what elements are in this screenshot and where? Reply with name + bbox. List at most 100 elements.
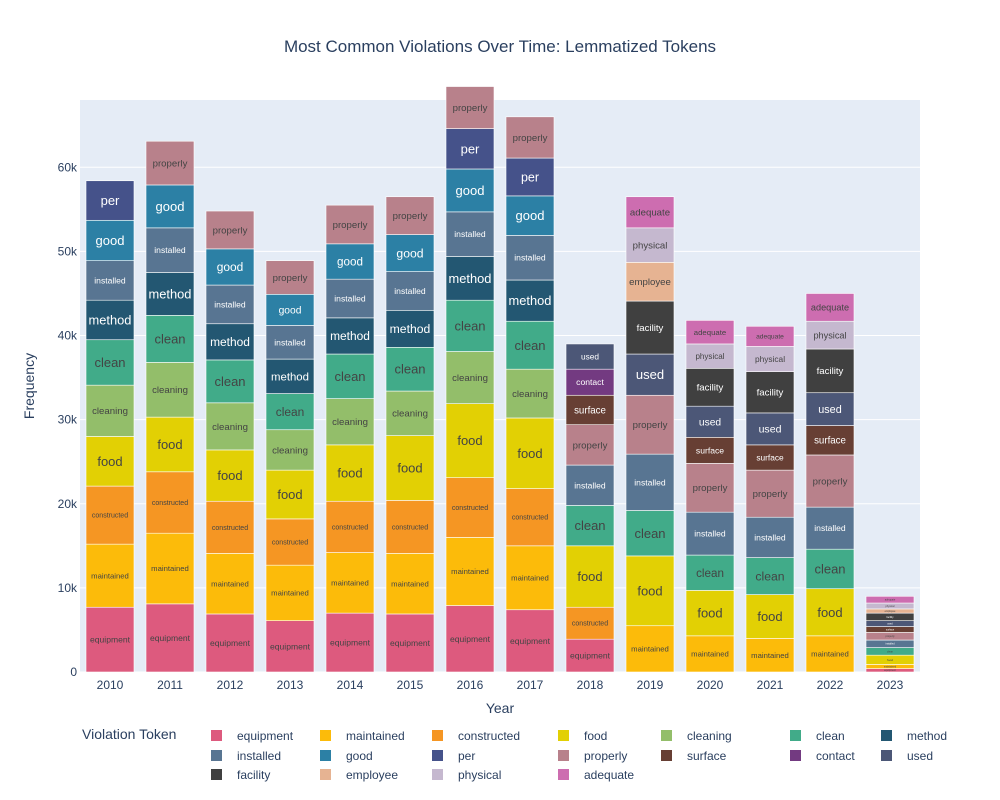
- bar-segment-maintained[interactable]: [505, 545, 555, 611]
- bar-segment-used[interactable]: [625, 353, 675, 396]
- bar-segment-method[interactable]: [505, 279, 555, 322]
- legend-item-facility[interactable]: facility: [211, 768, 270, 782]
- bar-segment-good[interactable]: [205, 248, 255, 286]
- bar-segment-maintained[interactable]: [385, 553, 435, 615]
- bar-segment-facility[interactable]: [805, 348, 855, 394]
- bar-segment-cleaning[interactable]: [385, 390, 435, 436]
- bar-segment-cleaning[interactable]: [325, 398, 375, 446]
- legend-item-adequate[interactable]: adequate: [558, 768, 634, 782]
- bar-segment-facility[interactable]: [745, 371, 795, 414]
- legend-item-clean[interactable]: clean: [790, 729, 845, 743]
- bar-segment-properly[interactable]: [745, 469, 795, 518]
- bar-segment-per[interactable]: [85, 180, 135, 221]
- bar-segment-cleaning[interactable]: [205, 402, 255, 451]
- bar-segment-method[interactable]: [85, 299, 135, 341]
- bar-segment-equipment[interactable]: [325, 612, 375, 673]
- bar-segment-method[interactable]: [445, 256, 495, 301]
- bar-segment-food[interactable]: [145, 416, 195, 473]
- bar-segment-cleaning[interactable]: [265, 429, 315, 471]
- legend-item-physical[interactable]: physical: [432, 768, 501, 782]
- bar-segment-used[interactable]: [565, 343, 615, 370]
- bar-segment-constructed[interactable]: [325, 500, 375, 553]
- legend-item-food[interactable]: food: [558, 729, 607, 743]
- bar-segment-properly[interactable]: [445, 86, 495, 129]
- bar-segment-adequate[interactable]: [625, 196, 675, 229]
- bar-segment-properly[interactable]: [325, 204, 375, 245]
- bar-segment-food[interactable]: [745, 594, 795, 639]
- bar-segment-surface[interactable]: [745, 444, 795, 471]
- bar-segment-food[interactable]: [445, 403, 495, 478]
- bar-segment-food[interactable]: [505, 417, 555, 489]
- bar-segment-properly[interactable]: [145, 140, 195, 186]
- bar-segment-maintained[interactable]: [145, 532, 195, 605]
- bar-segment-properly[interactable]: [505, 116, 555, 159]
- bar-segment-method[interactable]: [145, 272, 195, 316]
- bar-segment-properly[interactable]: [625, 394, 675, 455]
- legend-item-installed[interactable]: installed: [211, 749, 281, 763]
- bar-segment-adequate[interactable]: [685, 320, 735, 345]
- bar-segment-cleaning[interactable]: [85, 384, 135, 437]
- legend-item-good[interactable]: good: [320, 749, 373, 763]
- bar-segment-clean[interactable]: [745, 557, 795, 595]
- legend-item-cleaning[interactable]: cleaning: [661, 729, 732, 743]
- bar-segment-equipment[interactable]: [445, 605, 495, 673]
- bar-segment-maintained[interactable]: [85, 543, 135, 608]
- bar-segment-installed[interactable]: [205, 284, 255, 325]
- legend-item-used[interactable]: used: [881, 749, 933, 763]
- bar-segment-food[interactable]: [85, 436, 135, 487]
- bar-segment-constructed[interactable]: [145, 471, 195, 534]
- bar-segment-installed[interactable]: [805, 506, 855, 550]
- bar-segment-physical[interactable]: [685, 343, 735, 369]
- bar-segment-food[interactable]: [685, 590, 735, 637]
- bar-segment-properly[interactable]: [385, 196, 435, 235]
- bar-segment-used[interactable]: [805, 392, 855, 426]
- bar-segment-properly[interactable]: [565, 424, 615, 466]
- legend-item-contact[interactable]: contact: [790, 749, 855, 763]
- legend-item-equipment[interactable]: equipment: [211, 729, 294, 743]
- bar-segment-installed[interactable]: [325, 278, 375, 319]
- bar-segment-clean[interactable]: [385, 347, 435, 392]
- bar-segment-installed[interactable]: [445, 211, 495, 257]
- bar-segment-installed[interactable]: [505, 235, 555, 281]
- bar-segment-clean[interactable]: [685, 554, 735, 591]
- bar-segment-equipment[interactable]: [265, 620, 315, 673]
- bar-segment-per[interactable]: [445, 128, 495, 170]
- bar-segment-physical[interactable]: [745, 346, 795, 372]
- bar-segment-food[interactable]: [385, 435, 435, 501]
- bar-segment-used[interactable]: [745, 412, 795, 446]
- bar-segment-facility[interactable]: [685, 368, 735, 407]
- bar-segment-adequate[interactable]: [865, 595, 915, 604]
- legend-item-maintained[interactable]: maintained: [320, 729, 405, 743]
- bar-segment-adequate[interactable]: [745, 325, 795, 347]
- bar-segment-installed[interactable]: [625, 453, 675, 511]
- bar-segment-surface[interactable]: [565, 394, 615, 425]
- bar-segment-equipment[interactable]: [565, 638, 615, 673]
- bar-segment-maintained[interactable]: [265, 564, 315, 621]
- bar-segment-good[interactable]: [445, 168, 495, 213]
- bar-segment-constructed[interactable]: [265, 518, 315, 566]
- bar-segment-cleaning[interactable]: [505, 368, 555, 419]
- bar-segment-maintained[interactable]: [625, 625, 675, 673]
- bar-segment-clean[interactable]: [625, 510, 675, 557]
- bar-segment-clean[interactable]: [445, 299, 495, 352]
- bar-segment-clean[interactable]: [205, 359, 255, 404]
- bar-segment-installed[interactable]: [745, 516, 795, 558]
- legend-item-employee[interactable]: employee: [320, 768, 398, 782]
- bar-segment-food[interactable]: [625, 555, 675, 627]
- legend-item-per[interactable]: per: [432, 749, 475, 763]
- bar-segment-good[interactable]: [145, 184, 195, 229]
- bar-segment-used[interactable]: [685, 405, 735, 438]
- bar-segment-method[interactable]: [205, 323, 255, 361]
- bar-segment-food[interactable]: [205, 449, 255, 502]
- bar-segment-constructed[interactable]: [505, 488, 555, 547]
- bar-segment-method[interactable]: [325, 317, 375, 355]
- bar-segment-maintained[interactable]: [685, 635, 735, 673]
- bar-segment-maintained[interactable]: [205, 553, 255, 615]
- bar-segment-good[interactable]: [265, 294, 315, 326]
- bar-segment-installed[interactable]: [685, 511, 735, 556]
- bar-segment-properly[interactable]: [205, 210, 255, 250]
- bar-segment-adequate[interactable]: [805, 293, 855, 322]
- bar-segment-employee[interactable]: [625, 262, 675, 302]
- bar-segment-equipment[interactable]: [385, 613, 435, 673]
- bar-segment-installed[interactable]: [565, 464, 615, 506]
